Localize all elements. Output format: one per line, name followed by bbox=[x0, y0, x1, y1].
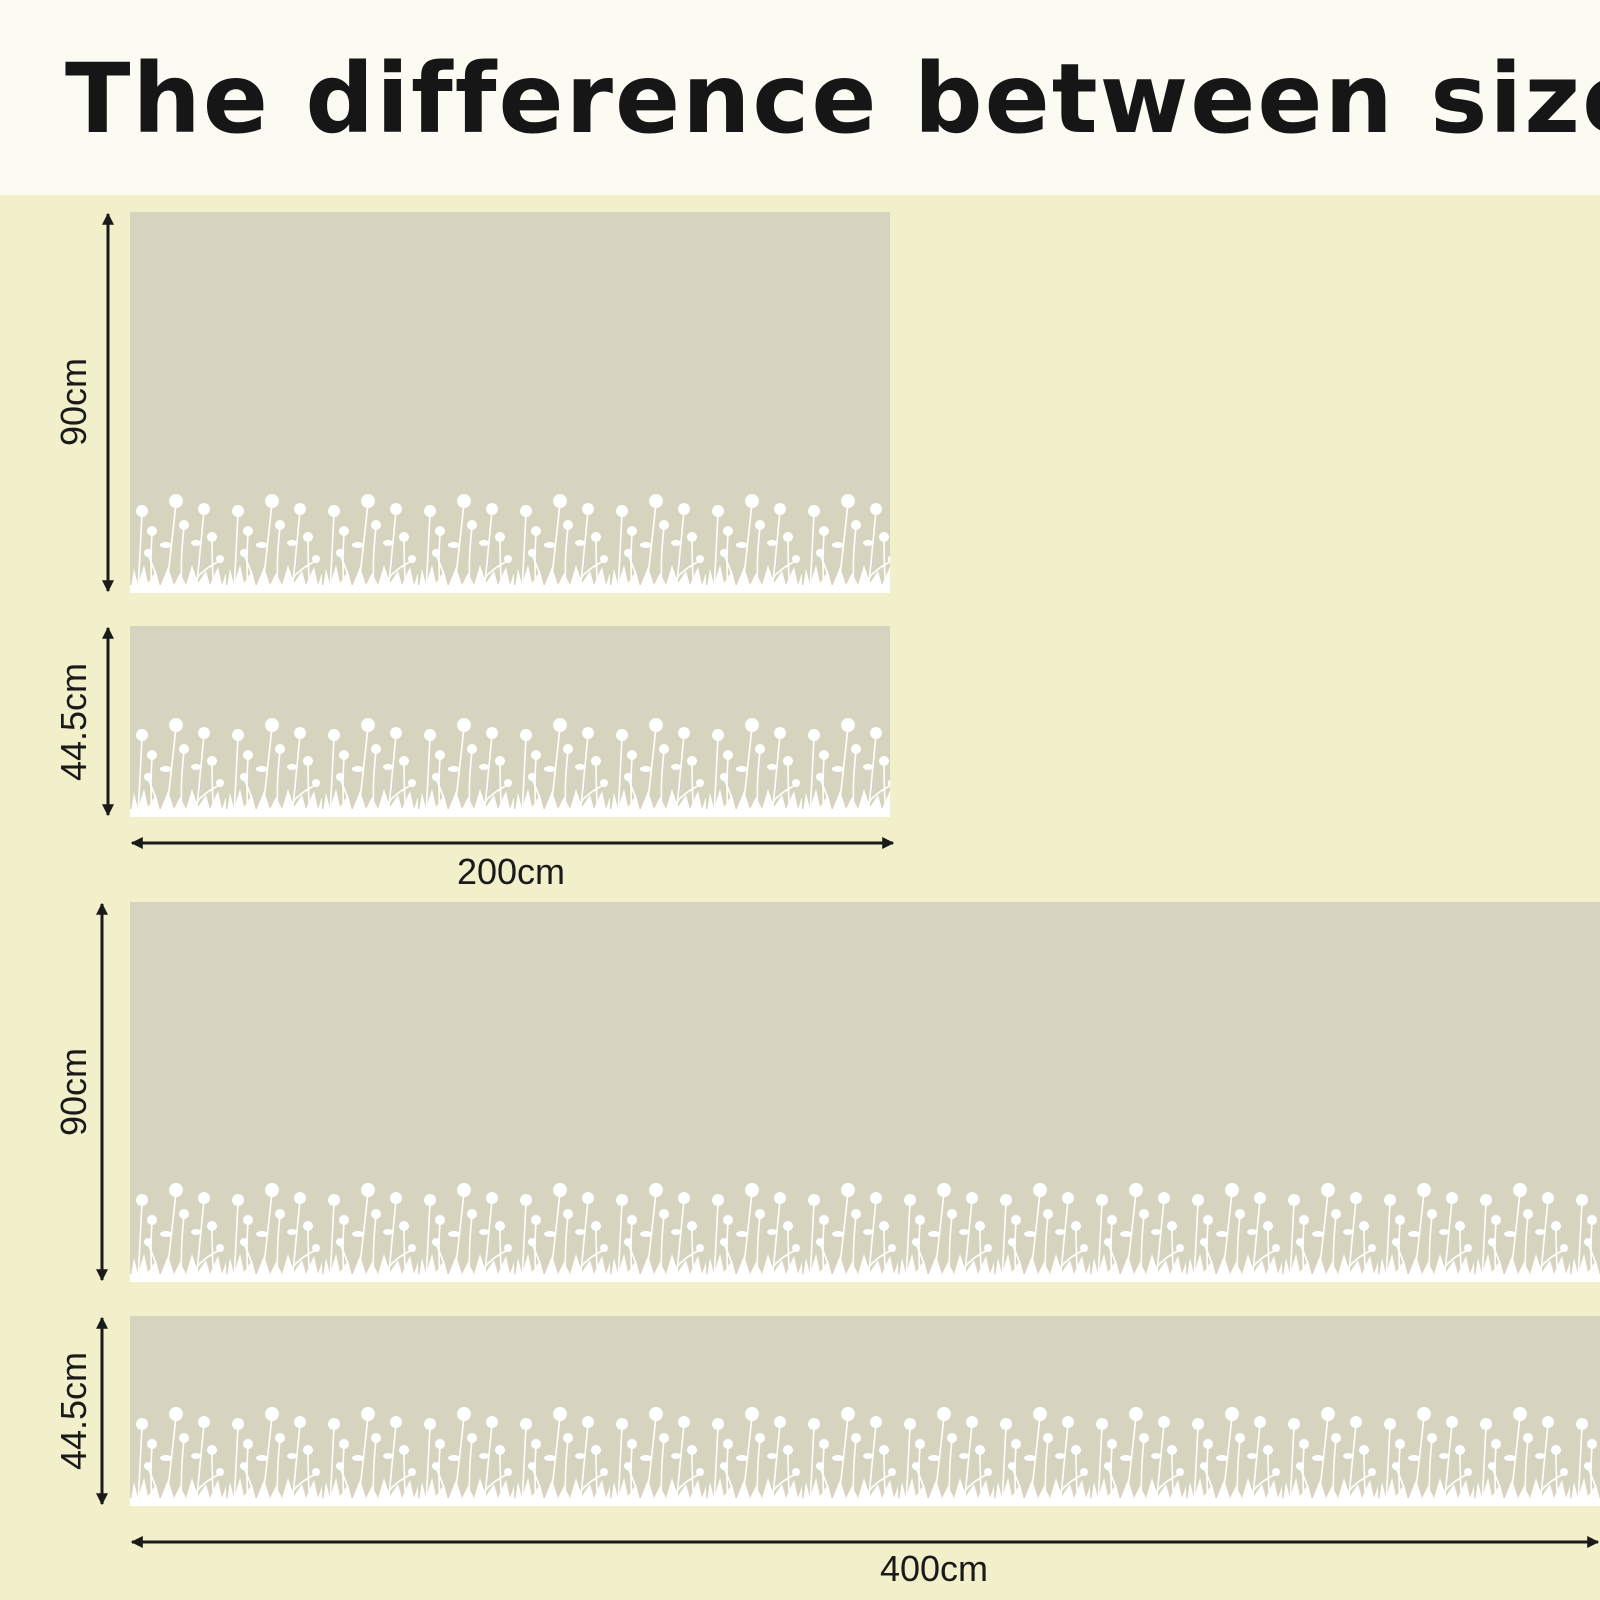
panel bbox=[130, 626, 890, 817]
width-label: 200cm bbox=[457, 851, 565, 892]
height-label: 90cm bbox=[53, 358, 94, 446]
panel bbox=[130, 212, 890, 593]
header-bg bbox=[0, 0, 1600, 195]
panel bbox=[130, 1316, 1600, 1506]
title: The difference between sizes bbox=[65, 43, 1600, 155]
width-label: 400cm bbox=[880, 1548, 988, 1589]
height-label: 44.5cm bbox=[53, 663, 94, 781]
panel bbox=[130, 902, 1600, 1282]
height-label: 90cm bbox=[53, 1048, 94, 1136]
height-label: 44.5cm bbox=[53, 1352, 94, 1470]
